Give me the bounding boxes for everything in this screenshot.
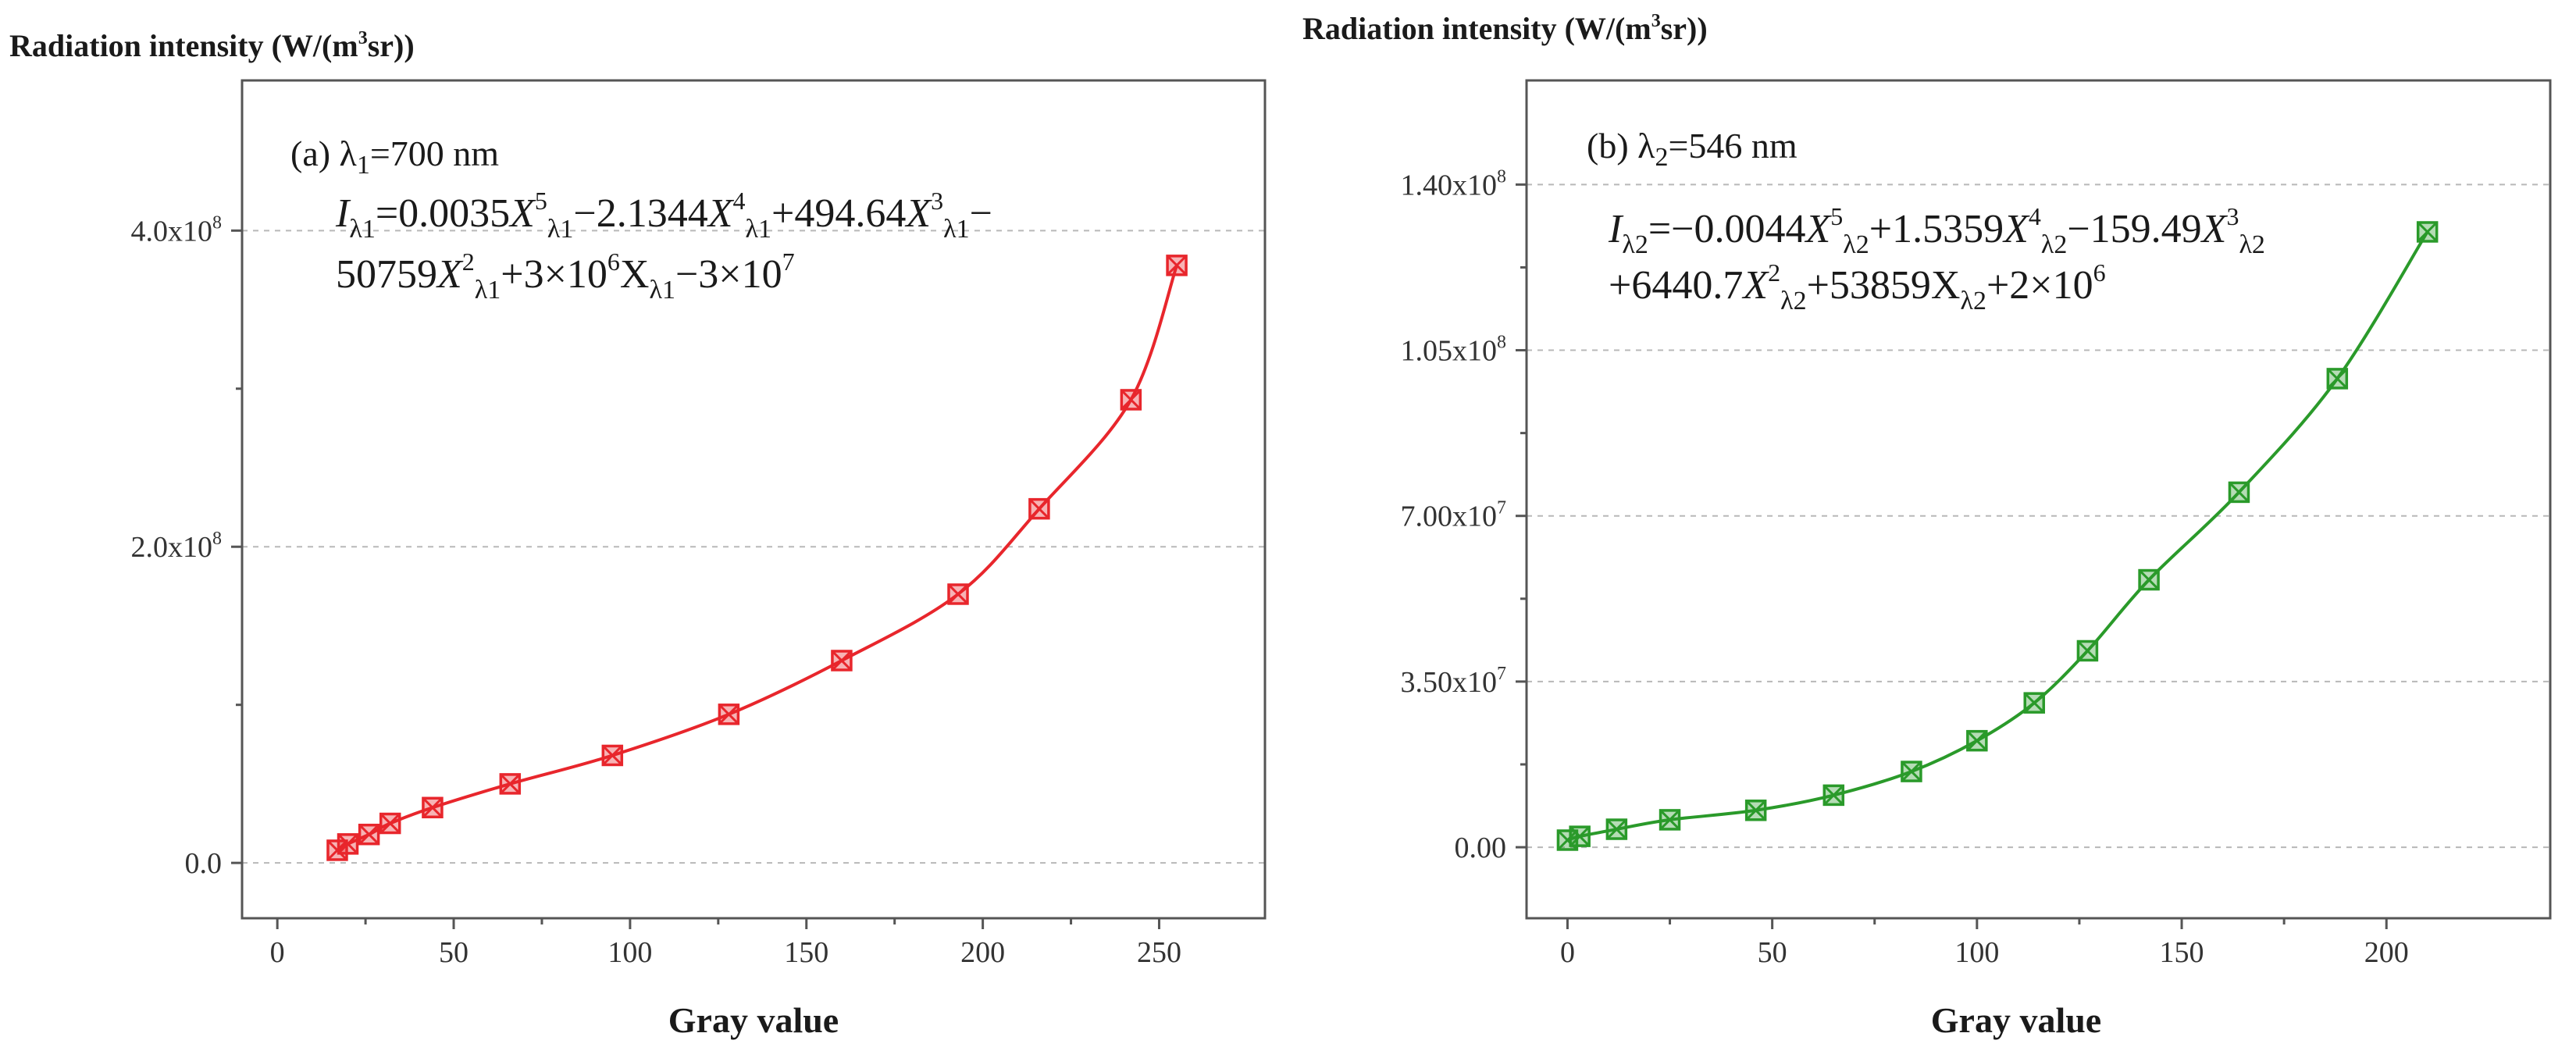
fit-equation-line1-a: Iλ1=0.0035X5λ1−2.1344X4λ1+494.64X3λ1− — [335, 187, 992, 244]
grid-a — [242, 230, 1265, 864]
x-tick-label-b: 0 — [1560, 936, 1575, 969]
data-point-a — [337, 833, 359, 855]
x-tick-label-a: 50 — [439, 936, 469, 969]
ticks-b: 0 50 100 150 200 0.00 3.50x107 7.00x107 1.05x108… — [1401, 166, 2409, 969]
data-point-a — [601, 744, 624, 767]
data-point-a — [1120, 389, 1142, 411]
x-tick-label-b: 150 — [2160, 936, 2204, 969]
data-point-a — [1028, 497, 1050, 520]
data-point-a — [1166, 255, 1188, 276]
chart-panel-b: Radiation intensity (W/(m3sr)) Gray valu… — [1302, 11, 2552, 1040]
fit-equation-line2-b: +6440.7X2λ2+53859Xλ2+2×106 — [1609, 258, 2106, 315]
y-tick-label-b: 0.00 — [1455, 832, 1507, 864]
plot-frame-b — [1525, 79, 2552, 920]
y-tick-label-b: 3.50x107 — [1401, 664, 1507, 699]
data-point-b — [1822, 784, 1845, 807]
data-point-a — [422, 796, 444, 819]
x-tick-label-a: 150 — [784, 936, 828, 969]
data-point-b — [1569, 825, 1591, 847]
data-point-b — [2023, 692, 2046, 714]
x-tick-label-a: 250 — [1137, 936, 1181, 969]
markers-b — [1556, 221, 2439, 851]
y-axis-label-a: Radiation intensity (W/(m3sr)) — [9, 28, 415, 63]
data-point-a — [947, 583, 969, 605]
plot-frame-a — [240, 79, 1267, 920]
data-point-a — [379, 812, 401, 835]
data-point-b — [1605, 818, 1628, 840]
data-point-a — [831, 650, 853, 671]
data-point-b — [1744, 800, 1767, 821]
fit-curve-b — [1566, 230, 2429, 842]
data-point-a — [718, 704, 740, 725]
data-point-b — [2326, 368, 2349, 390]
markers-a — [326, 255, 1188, 861]
x-tick-label-b: 100 — [1954, 936, 1999, 969]
x-tick-label-a: 100 — [607, 936, 652, 969]
y-tick-label-b: 7.00x107 — [1401, 498, 1507, 533]
fit-curve-a — [336, 265, 1178, 852]
data-point-b — [2228, 481, 2250, 504]
x-tick-label-a: 200 — [960, 936, 1005, 969]
panel-label-b: (b) λ2=546 nm — [1587, 126, 1797, 172]
data-point-b — [1659, 809, 1681, 831]
x-tick-label-b: 200 — [2364, 936, 2409, 969]
y-tick-label-b: 1.40x108 — [1401, 166, 1507, 201]
y-tick-label-a: 2.0x108 — [131, 529, 223, 564]
y-tick-label-b: 1.05x108 — [1401, 333, 1507, 368]
x-tick-label-a: 0 — [270, 936, 285, 969]
y-tick-label-a: 0.0 — [185, 847, 223, 880]
panel-label-a: (a) λ1=700 nm — [290, 134, 499, 180]
chart-panel-a: Radiation intensity (W/(m3sr)) Gray valu… — [9, 28, 1267, 1040]
ticks-a: 0 50 100 150 200 250 0.0 2.0x108 4.0x108 — [131, 212, 1181, 969]
grid-b — [1527, 183, 2550, 849]
x-tick-label-b: 50 — [1758, 936, 1787, 969]
fit-equation-line2-a: 50759X2λ1+3×106Xλ1−3×107 — [336, 248, 795, 305]
data-point-b — [1966, 729, 1988, 752]
data-point-b — [2416, 221, 2439, 243]
data-point-b — [2076, 639, 2099, 662]
data-point-a — [499, 773, 522, 795]
x-axis-label-b: Gray value — [1931, 1000, 2101, 1040]
data-point-b — [1556, 829, 1579, 851]
data-point-a — [358, 823, 380, 846]
x-axis-label-a: Gray value — [668, 1000, 839, 1040]
y-tick-label-a: 4.0x108 — [131, 212, 223, 248]
data-point-b — [1901, 761, 1922, 782]
data-point-b — [2138, 568, 2160, 591]
fit-equation-line1-b: Iλ2=−0.0044X5λ2+1.5359X4λ2−159.49X3λ2 — [1608, 202, 2265, 259]
y-axis-label-b: Radiation intensity (W/(m3sr)) — [1302, 11, 1708, 46]
